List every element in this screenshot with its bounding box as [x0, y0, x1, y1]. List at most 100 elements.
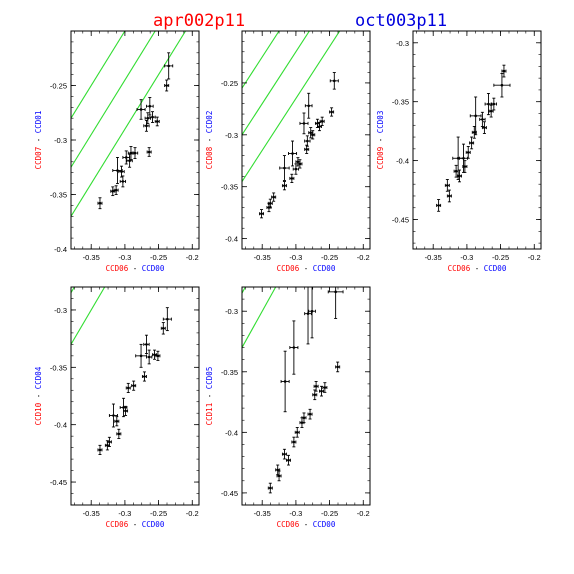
title-right: oct003p11 [355, 11, 447, 31]
point-marker [283, 166, 286, 170]
point-marker [292, 440, 296, 444]
y-tick-label: -0.45 [50, 478, 67, 487]
panel-2: -0.35 -0.3 -0.25 -0.2 -0.4 -0.35 -0.3 -0.25 CCD0… [205, 30, 371, 273]
data-point [304, 92, 313, 119]
x-label-sep: - [128, 264, 142, 273]
point-marker [117, 432, 121, 436]
point-marker [166, 317, 169, 321]
y-label-red: CCD10 [34, 402, 43, 425]
data-points [259, 72, 339, 219]
panel-1: -0.35 -0.3 -0.25 -0.2 -0.4 -0.35 -0.3 -0.25 CCD0… [34, 30, 200, 273]
x-label-sep: - [128, 520, 142, 529]
point-marker [320, 389, 323, 393]
y-tick-label: -0.35 [221, 183, 238, 192]
x-axis-label: CCD06 - CCD00 [106, 520, 165, 529]
data-point [481, 121, 487, 134]
x-tick-label: -0.35 [83, 509, 100, 518]
data-point [125, 382, 131, 394]
x-label-blue: CCD00 [484, 264, 507, 273]
point-marker [98, 448, 102, 452]
point-marker [295, 431, 299, 434]
point-marker [145, 124, 148, 128]
guide-lines [242, 287, 277, 348]
data-point [319, 385, 324, 397]
y-tick-label: -0.4 [225, 235, 238, 244]
point-marker [106, 444, 109, 447]
data-points [267, 287, 344, 494]
x-tick-label: -0.25 [150, 509, 167, 518]
x-tick-label: -0.2 [357, 509, 370, 518]
guide-line [242, 31, 280, 89]
y-tick-label: -0.3 [225, 131, 238, 140]
point-marker [500, 83, 504, 87]
data-point [155, 350, 161, 361]
x-label-red: CCD06 [106, 264, 129, 273]
x-axis-label: CCD06 - CCD00 [277, 264, 336, 273]
point-marker [115, 419, 119, 423]
x-axis-label: CCD06 - CCD00 [277, 520, 336, 529]
point-marker [487, 102, 490, 106]
point-marker [320, 120, 324, 123]
data-point [271, 192, 277, 202]
point-marker [296, 160, 300, 164]
data-point [135, 343, 147, 368]
point-marker [121, 180, 125, 183]
data-point [126, 153, 133, 168]
point-marker [155, 120, 159, 123]
x-label-sep: - [299, 264, 313, 273]
data-point [144, 112, 151, 125]
data-point [119, 397, 128, 418]
y-label-sep: - [34, 389, 43, 403]
data-points [436, 64, 511, 212]
data-point [146, 97, 154, 116]
data-point [329, 107, 335, 117]
data-point [119, 175, 127, 188]
guide-line [71, 31, 126, 119]
data-point [160, 322, 166, 335]
point-marker [132, 384, 135, 387]
point-marker [314, 385, 318, 388]
point-marker [151, 115, 154, 119]
data-point [462, 160, 468, 173]
data-point [307, 408, 313, 420]
point-marker [305, 148, 308, 151]
point-marker [98, 201, 102, 205]
data-point [471, 125, 477, 139]
y-label-blue: CCD03 [376, 111, 385, 134]
y-tick-label: -0.25 [221, 79, 238, 88]
y-tick-label: -0.35 [50, 191, 67, 200]
data-point [164, 79, 170, 92]
point-marker [481, 118, 484, 121]
data-point [329, 72, 339, 90]
point-marker [161, 327, 165, 330]
point-marker [147, 150, 151, 154]
point-marker [307, 104, 310, 108]
point-marker [483, 126, 486, 129]
data-points [97, 307, 172, 455]
point-marker [146, 116, 150, 120]
x-axis-label: CCD06 - CCD00 [106, 264, 165, 273]
data-point [297, 159, 303, 169]
y-label-red: CCD11 [205, 403, 214, 426]
point-marker [122, 406, 125, 409]
y-axis-label: CCD08 - CCD02 [205, 111, 214, 170]
y-tick-label: -0.3 [225, 307, 238, 316]
title-left: apr002p11 [153, 11, 245, 31]
panel-5: -0.35 -0.3 -0.25 -0.2 -0.45 -0.4 -0.35 -0.3 CCD0… [205, 286, 371, 529]
data-point [106, 436, 112, 447]
x-tick-label: -0.3 [460, 253, 473, 262]
data-point [276, 470, 282, 482]
data-point [97, 444, 103, 455]
guide-lines [71, 31, 187, 217]
data-point [469, 96, 482, 136]
y-axis-label: CCD11 - CCD05 [205, 367, 214, 426]
point-marker [277, 474, 281, 478]
data-point [146, 349, 153, 365]
point-marker [156, 354, 160, 358]
point-marker [454, 169, 458, 173]
y-label-red: CCD07 [34, 147, 43, 170]
point-marker [318, 125, 321, 128]
guide-line [71, 31, 156, 168]
data-point [281, 181, 287, 191]
data-point [490, 97, 497, 111]
